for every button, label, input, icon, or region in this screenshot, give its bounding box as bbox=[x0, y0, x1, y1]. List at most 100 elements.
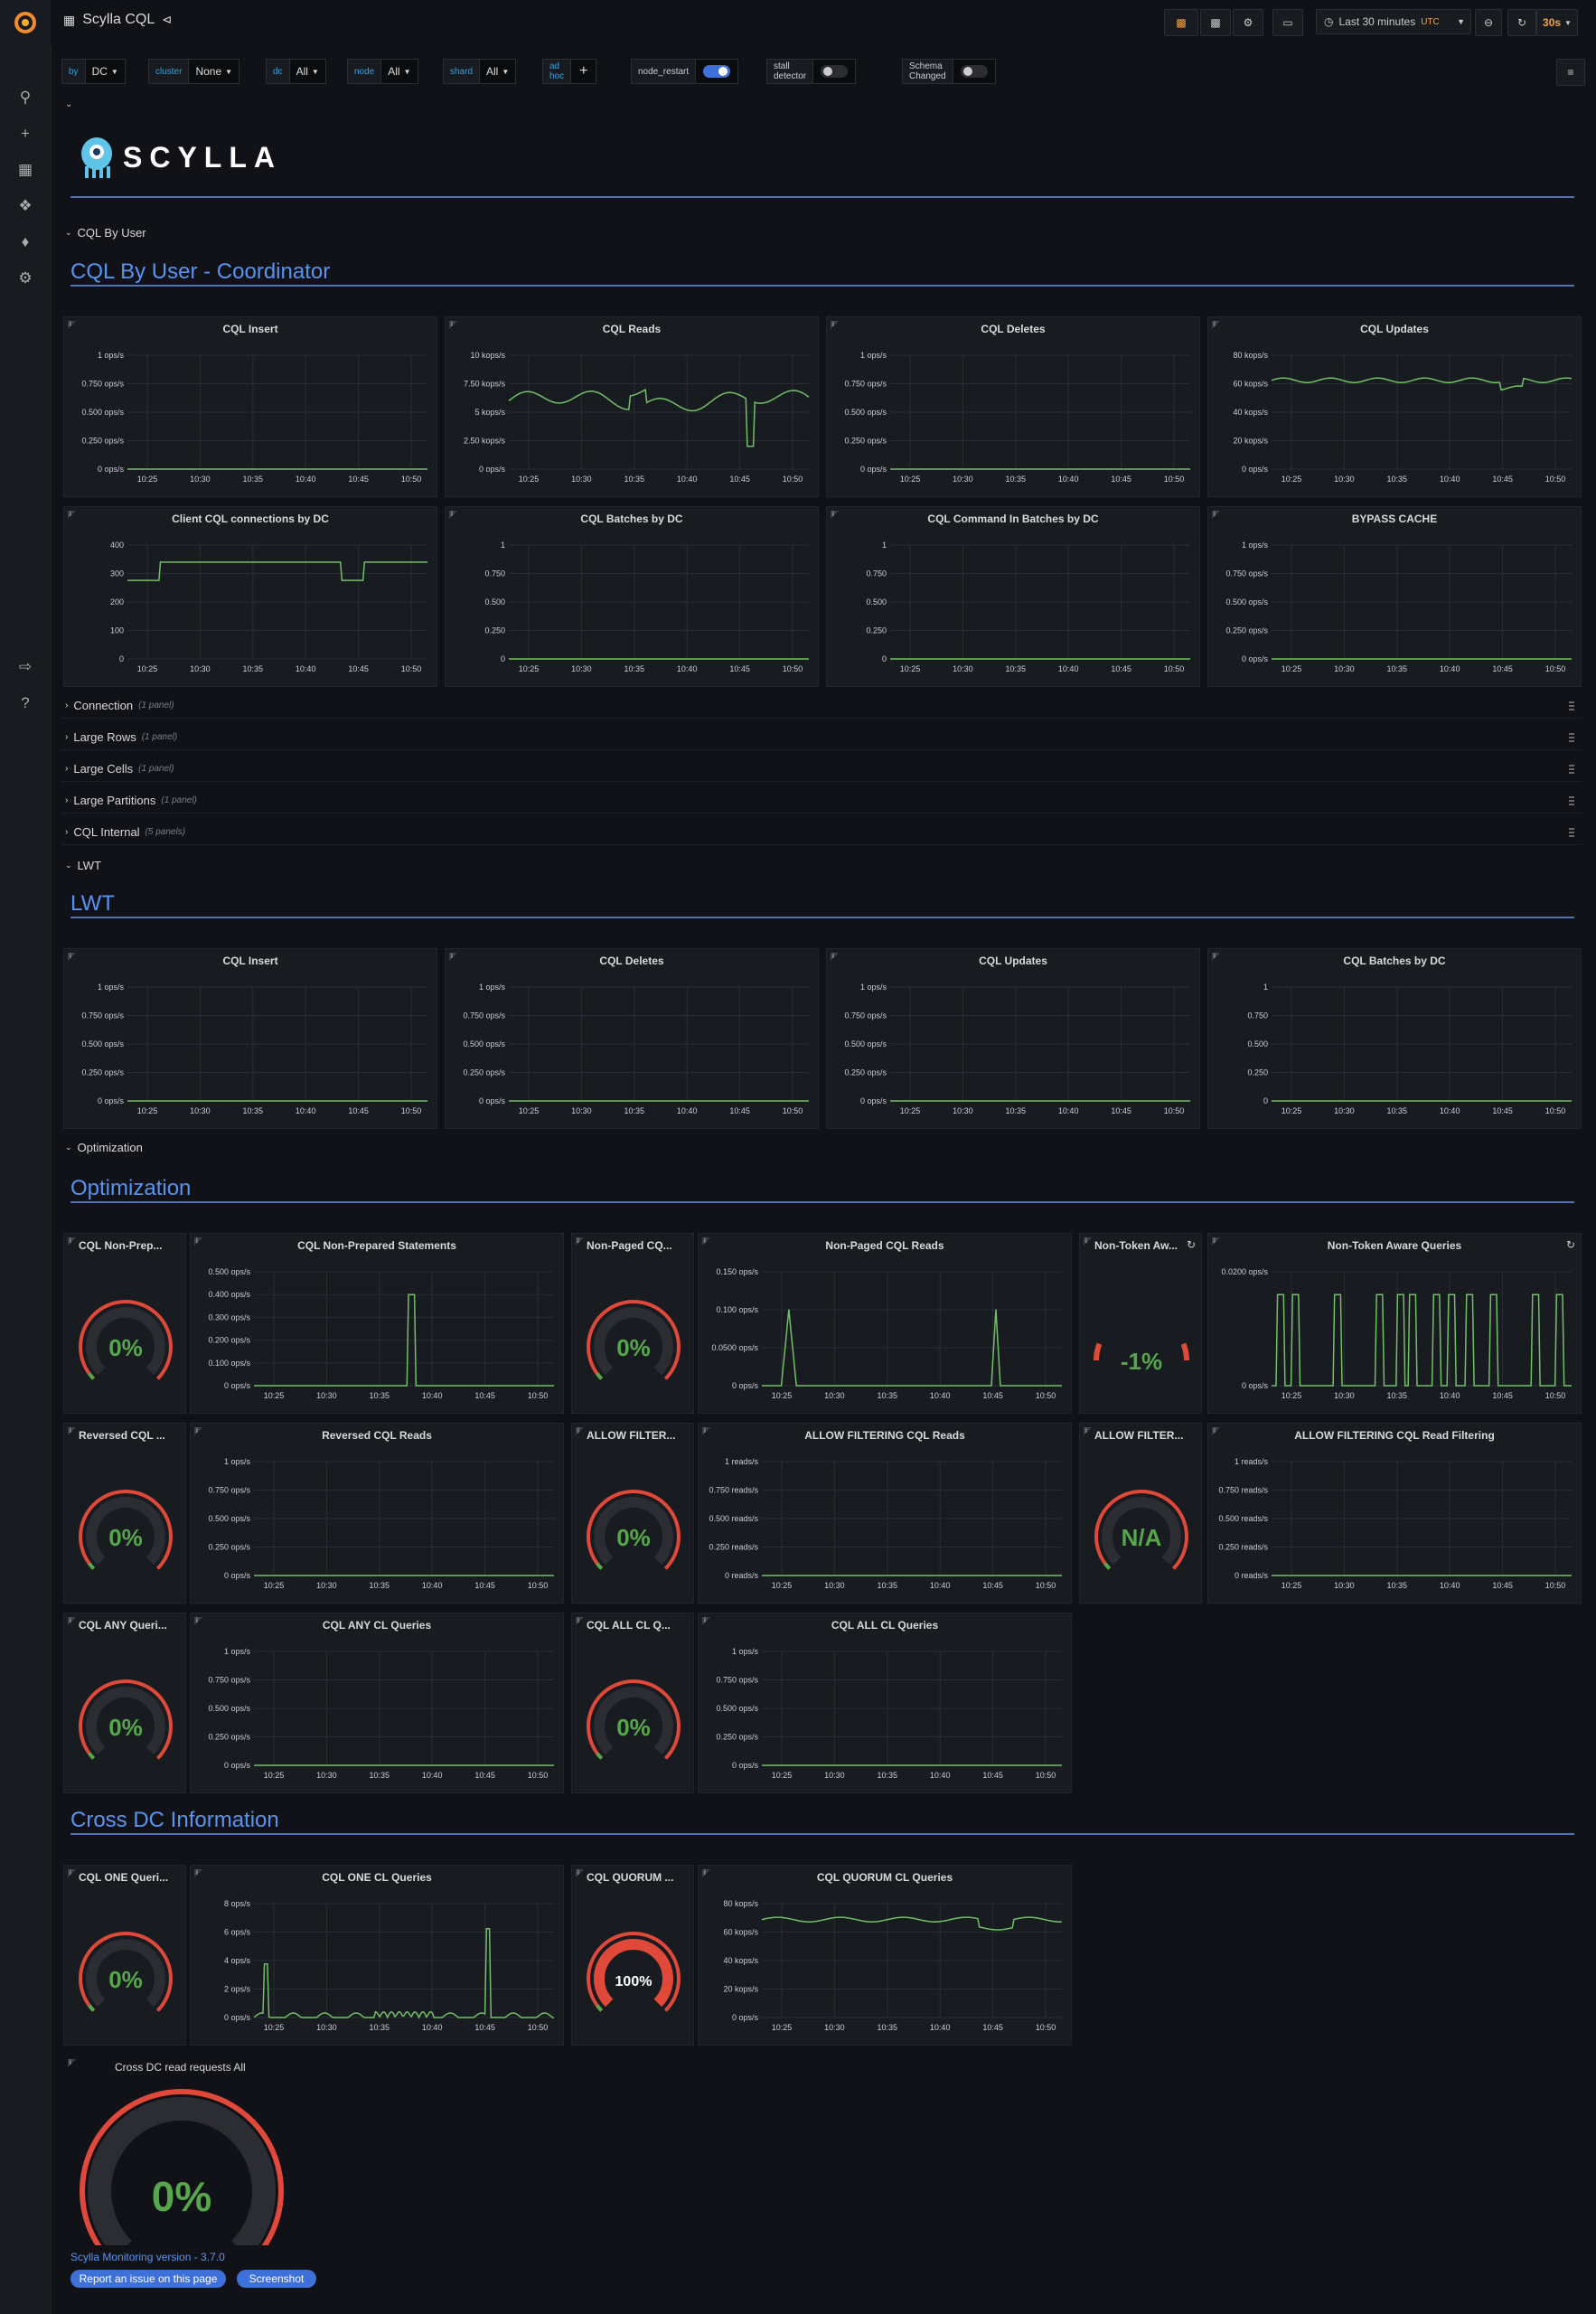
info-icon[interactable] bbox=[831, 320, 839, 329]
info-icon[interactable] bbox=[194, 1237, 202, 1246]
panel-title[interactable]: CQL Reads bbox=[602, 323, 662, 335]
dashboard-title-text[interactable]: Scylla CQL bbox=[82, 12, 155, 27]
info-icon[interactable] bbox=[68, 2058, 76, 2067]
var-select[interactable]: All ▼ bbox=[381, 59, 418, 84]
info-icon[interactable] bbox=[68, 1237, 76, 1246]
gauge-title[interactable]: ALLOW FILTER... bbox=[1094, 1429, 1184, 1442]
panel-command-in-batches[interactable]: CQL Command In Batches by DC 1 0.750 0.500 0… bbox=[826, 506, 1200, 687]
row-large-cells[interactable]: › Large Cells (1 panel) bbox=[61, 759, 1582, 782]
var-ad-hoc[interactable]: ad hoc + bbox=[542, 59, 597, 84]
refresh-button[interactable]: ↻ bbox=[1507, 9, 1536, 36]
info-icon[interactable] bbox=[68, 510, 76, 519]
plus-icon[interactable]: + bbox=[21, 125, 30, 142]
info-icon[interactable] bbox=[194, 1426, 202, 1435]
sign-in-icon[interactable]: ⇨ bbox=[18, 658, 33, 675]
panel-title[interactable]: ALLOW FILTERING CQL Reads bbox=[804, 1429, 965, 1442]
drag-handle-icon[interactable] bbox=[1569, 765, 1574, 776]
gauge-title[interactable]: Cross DC read requests All bbox=[115, 2061, 246, 2074]
panel-title[interactable]: CQL ALL CL Queries bbox=[831, 1619, 939, 1632]
panel-cql-insert[interactable]: CQL Insert 1 ops/s 0.750 ops/s 0.500 ops/s 0… bbox=[63, 316, 437, 497]
row-large-partitions[interactable]: › Large Partitions (1 panel) bbox=[61, 791, 1582, 814]
panel-title[interactable]: CQL QUORUM CL Queries bbox=[816, 1871, 953, 1884]
panel-title[interactable]: CQL Insert bbox=[222, 323, 278, 335]
screenshot-button[interactable]: Screenshot bbox=[237, 2270, 316, 2288]
drag-handle-icon[interactable] bbox=[1569, 733, 1574, 744]
panel-title[interactable]: Non-Token Aware Queries bbox=[1327, 1239, 1462, 1252]
bell-icon[interactable]: ♦ bbox=[21, 233, 30, 250]
info-icon[interactable] bbox=[702, 1868, 710, 1877]
grafana-logo-icon[interactable] bbox=[13, 10, 38, 35]
info-icon[interactable] bbox=[68, 320, 76, 329]
toggle-switch[interactable] bbox=[703, 65, 731, 78]
var-shard[interactable]: shard All ▼ bbox=[443, 59, 517, 84]
panel-bypass-cache[interactable]: BYPASS CACHE 1 ops/s 0.750 ops/s 0.500 ops/… bbox=[1207, 506, 1582, 687]
refresh-icon[interactable]: ↻ bbox=[1565, 1238, 1575, 1251]
panel-title[interactable]: CQL ANY CL Queries bbox=[322, 1619, 432, 1632]
var-dc[interactable]: dc All ▼ bbox=[266, 59, 326, 84]
panel-title[interactable]: CQL Non-Prepared Statements bbox=[297, 1239, 456, 1252]
panel-cql-updates[interactable]: CQL Updates 80 kops/s 60 kops/s 40 kops/s 20… bbox=[1207, 316, 1582, 497]
panel-title[interactable]: Client CQL connections by DC bbox=[172, 513, 329, 525]
gauge-reversed[interactable]: Reversed CQL ... 0% bbox=[63, 1423, 186, 1604]
tv-mode-button[interactable]: ▭ bbox=[1272, 9, 1303, 36]
gauge-allow-filtering[interactable]: ALLOW FILTER... 0% bbox=[571, 1423, 694, 1604]
panel-title[interactable]: CQL ONE CL Queries bbox=[322, 1871, 432, 1884]
add-panel-button[interactable]: ▩ bbox=[1164, 9, 1198, 36]
panel-allow-filtering-reads[interactable]: ALLOW FILTERING CQL Reads 1 reads/s 0.750 … bbox=[698, 1423, 1072, 1604]
gauge-one-cl[interactable]: CQL ONE Queri... 0% bbox=[63, 1865, 186, 2046]
panel-non-token-aware[interactable]: Non-Token Aware Queries ↻ 0.0200 ops/s 0 op… bbox=[1207, 1233, 1582, 1414]
info-icon[interactable] bbox=[1084, 1426, 1092, 1435]
panel-title[interactable]: CQL Updates bbox=[979, 955, 1047, 967]
panel-any-cl[interactable]: CQL ANY CL Queries 1 ops/s 0.750 ops/s 0.50… bbox=[190, 1613, 564, 1793]
panel-cql-reads[interactable]: CQL Reads 10 kops/s 7.50 kops/s 5 kops/s 2.5… bbox=[445, 316, 819, 497]
gauge-all-cl[interactable]: CQL ALL CL Q... 0% bbox=[571, 1613, 694, 1793]
var-by[interactable]: by DC ▼ bbox=[61, 59, 126, 84]
var-node[interactable]: node All ▼ bbox=[347, 59, 418, 84]
info-icon[interactable] bbox=[449, 510, 457, 519]
info-icon[interactable] bbox=[194, 1616, 202, 1625]
panel-all-cl[interactable]: CQL ALL CL Queries 1 ops/s 0.750 ops/s 0.50… bbox=[698, 1613, 1072, 1793]
refresh-interval-picker[interactable]: 30s ▼ bbox=[1536, 9, 1578, 36]
panel-allow-filtering-read-filtering[interactable]: ALLOW FILTERING CQL Read Filtering 1 read… bbox=[1207, 1423, 1582, 1604]
info-icon[interactable] bbox=[68, 952, 76, 961]
info-icon[interactable] bbox=[194, 1868, 202, 1877]
drag-handle-icon[interactable] bbox=[1569, 796, 1574, 807]
panel-quorum-cl[interactable]: CQL QUORUM CL Queries 80 kops/s 60 kops/s 4… bbox=[698, 1865, 1072, 2046]
search-icon[interactable]: ⚲ bbox=[19, 89, 32, 106]
dashboard-title[interactable]: ▦ Scylla CQL ⊲ bbox=[63, 12, 172, 28]
panel-title[interactable]: CQL Deletes bbox=[981, 323, 1046, 335]
info-icon[interactable] bbox=[68, 1616, 76, 1625]
gauge-title[interactable]: Non-Token Aw... bbox=[1094, 1239, 1178, 1252]
info-icon[interactable] bbox=[449, 952, 457, 961]
explore-icon[interactable]: ❖ bbox=[18, 197, 33, 214]
toggle-switch[interactable] bbox=[960, 65, 988, 78]
info-icon[interactable] bbox=[576, 1426, 584, 1435]
gauge-title[interactable]: Non-Paged CQ... bbox=[587, 1239, 672, 1252]
var-select[interactable]: All ▼ bbox=[480, 59, 517, 84]
row-cql-by-user[interactable]: ⌄ CQL By User bbox=[65, 226, 146, 240]
var-select[interactable]: None ▼ bbox=[189, 59, 240, 84]
panel-title[interactable]: CQL Deletes bbox=[599, 955, 664, 967]
info-icon[interactable] bbox=[449, 320, 457, 329]
info-icon[interactable] bbox=[576, 1237, 584, 1246]
panel-title[interactable]: CQL Batches by DC bbox=[580, 513, 683, 525]
gauge-title[interactable]: CQL ANY Queri... bbox=[79, 1619, 167, 1632]
toggle-switch[interactable] bbox=[821, 65, 849, 78]
info-icon[interactable] bbox=[1084, 1237, 1092, 1246]
info-icon[interactable] bbox=[1212, 1237, 1220, 1246]
gauge-title[interactable]: CQL ALL CL Q... bbox=[587, 1619, 671, 1632]
info-icon[interactable] bbox=[1212, 510, 1220, 519]
gauge-any-cl[interactable]: CQL ANY Queri... 0% bbox=[63, 1613, 186, 1793]
gauge-quorum-cl[interactable]: CQL QUORUM ... 100% bbox=[571, 1865, 694, 2046]
info-icon[interactable] bbox=[576, 1868, 584, 1877]
panel-reversed[interactable]: Reversed CQL Reads 1 ops/s 0.750 ops/s 0.50… bbox=[190, 1423, 564, 1604]
gauge-non-prepared[interactable]: CQL Non-Prep... 0% bbox=[63, 1233, 186, 1414]
gauge-cross-dc-reads[interactable]: Cross DC read requests All 0% bbox=[63, 2055, 313, 2245]
share-icon[interactable]: ⊲ bbox=[162, 13, 173, 26]
panel-lwt-insert[interactable]: CQL Insert 1 ops/s 0.750 ops/s 0.500 ops/s 0… bbox=[63, 948, 437, 1129]
panel-title[interactable]: CQL Command In Batches by DC bbox=[927, 513, 1099, 525]
row-large-rows[interactable]: › Large Rows (1 panel) bbox=[61, 728, 1582, 750]
panel-cql-deletes[interactable]: CQL Deletes 1 ops/s 0.750 ops/s 0.500 ops/s… bbox=[826, 316, 1200, 497]
toggle-node-restart[interactable]: node_restart bbox=[631, 59, 739, 84]
